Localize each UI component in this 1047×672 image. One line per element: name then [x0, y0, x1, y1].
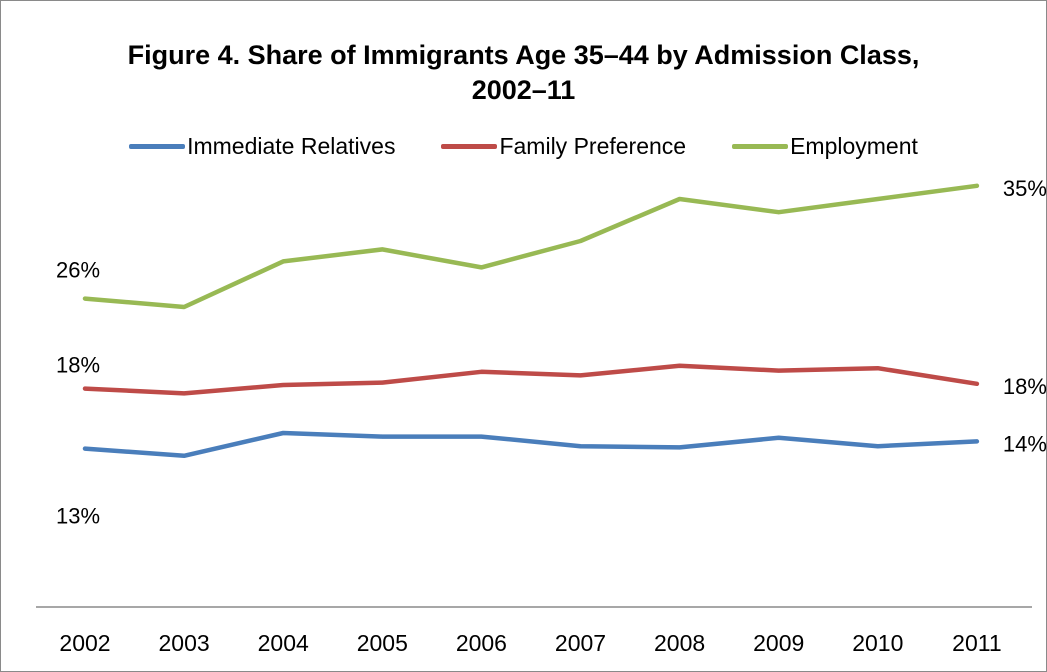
data-label-employment-2002: 26% — [56, 258, 100, 283]
series-line-immediate-relatives — [82, 430, 980, 459]
x-tick-label: 2005 — [357, 630, 408, 656]
x-tick-label: 2007 — [555, 630, 606, 656]
x-tick-label: 2011 — [952, 630, 1001, 656]
legend-swatch-immediate-relatives — [129, 144, 186, 149]
x-tick-label: 2004 — [258, 630, 309, 656]
x-tick-label: 2009 — [753, 630, 804, 656]
legend-label-immediate-relatives: Immediate Relatives — [187, 133, 396, 159]
legend-item-immediate-relatives: Immediate Relatives — [129, 133, 395, 160]
legend-item-family-preference: Family Preference — [441, 133, 686, 160]
legend: Immediate Relatives Family Preference Empl… — [0, 133, 1047, 160]
chart-title-line-1: Figure 4. Share of Immigrants Age 35–44 … — [127, 40, 920, 70]
x-tick-label: 2010 — [852, 630, 903, 656]
data-label-employment-2011: 35% — [1003, 176, 1047, 201]
legend-item-employment: Employment — [732, 133, 918, 160]
x-tick-label: 2003 — [159, 630, 210, 656]
x-tick-label: 2008 — [654, 630, 705, 656]
legend-swatch-employment — [732, 144, 789, 149]
legend-swatch-family-preference — [441, 144, 498, 149]
series-line-family-preference — [82, 363, 980, 396]
legend-label-family-preference: Family Preference — [499, 133, 687, 159]
data-label-immediate-relatives-2002: 13% — [56, 504, 100, 529]
x-tick-label: 2006 — [456, 630, 507, 656]
x-tick-label: 2002 — [59, 630, 110, 656]
legend-label-employment: Employment — [790, 133, 918, 159]
data-label-family-preference-2002: 18% — [56, 353, 100, 378]
data-label-family-preference-2011: 18% — [1003, 374, 1047, 399]
chart-title-line-2: 2002–11 — [471, 75, 576, 105]
data-label-immediate-relatives-2011: 14% — [1003, 431, 1047, 456]
chart-title: Figure 4. Share of Immigrants Age 35–44 … — [0, 38, 1047, 108]
series-line-employment — [82, 183, 980, 310]
